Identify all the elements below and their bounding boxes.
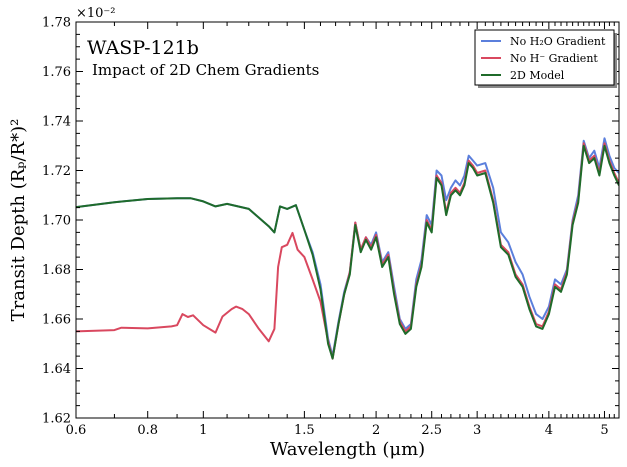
x-tick-label: 1.5 bbox=[294, 423, 315, 438]
legend-items: No H₂O Gradient No H⁻ Gradient 2D Model bbox=[481, 35, 606, 82]
y-tick-label: 1.66 bbox=[42, 313, 71, 328]
legend-label: No H₂O Gradient bbox=[510, 35, 606, 48]
legend-label: 2D Model bbox=[510, 69, 565, 82]
y-tick-label: 1.68 bbox=[42, 263, 71, 278]
x-tick-label: 2 bbox=[372, 423, 380, 438]
chart-title: WASP-121b bbox=[87, 37, 199, 59]
x-tick-label: 2.5 bbox=[421, 423, 442, 438]
y-tick-label: 1.70 bbox=[42, 214, 71, 229]
y-tick-label: 1.62 bbox=[42, 412, 71, 427]
y-tick-label: 1.72 bbox=[42, 164, 71, 179]
y-offset-label: ×10⁻² bbox=[76, 6, 116, 21]
series-line-1 bbox=[76, 137, 619, 358]
series-line-3 bbox=[76, 144, 619, 360]
y-tick-label: 1.64 bbox=[42, 362, 71, 377]
x-tick-label: 1 bbox=[199, 423, 207, 438]
y-tick-label: 1.74 bbox=[42, 115, 71, 130]
x-tick-label: 4 bbox=[545, 423, 553, 438]
x-tick-label: 0.8 bbox=[137, 423, 158, 438]
chart-subtitle: Impact of 2D Chem Gradients bbox=[92, 61, 319, 79]
x-tick-label: 3 bbox=[473, 423, 481, 438]
x-axis-title: Wavelength (μm) bbox=[270, 439, 425, 460]
legend-label: No H⁻ Gradient bbox=[510, 52, 598, 65]
y-axis-title: Transit Depth (Rₚ/R*)² bbox=[8, 119, 29, 322]
legend: No H₂O Gradient No H⁻ Gradient 2D Model bbox=[474, 29, 617, 88]
x-tick-label: 0.6 bbox=[66, 423, 87, 438]
y-tick-label: 1.78 bbox=[42, 16, 71, 31]
x-tick-label: 5 bbox=[600, 423, 608, 438]
y-tick-label: 1.76 bbox=[42, 65, 71, 80]
series-lines bbox=[76, 137, 619, 360]
axis-ticks: 0.6 0.8 1 1.5 2 2.5 3 4 5 1.62 1.64 1.66 1.68 1.70 1.7… bbox=[42, 16, 620, 438]
